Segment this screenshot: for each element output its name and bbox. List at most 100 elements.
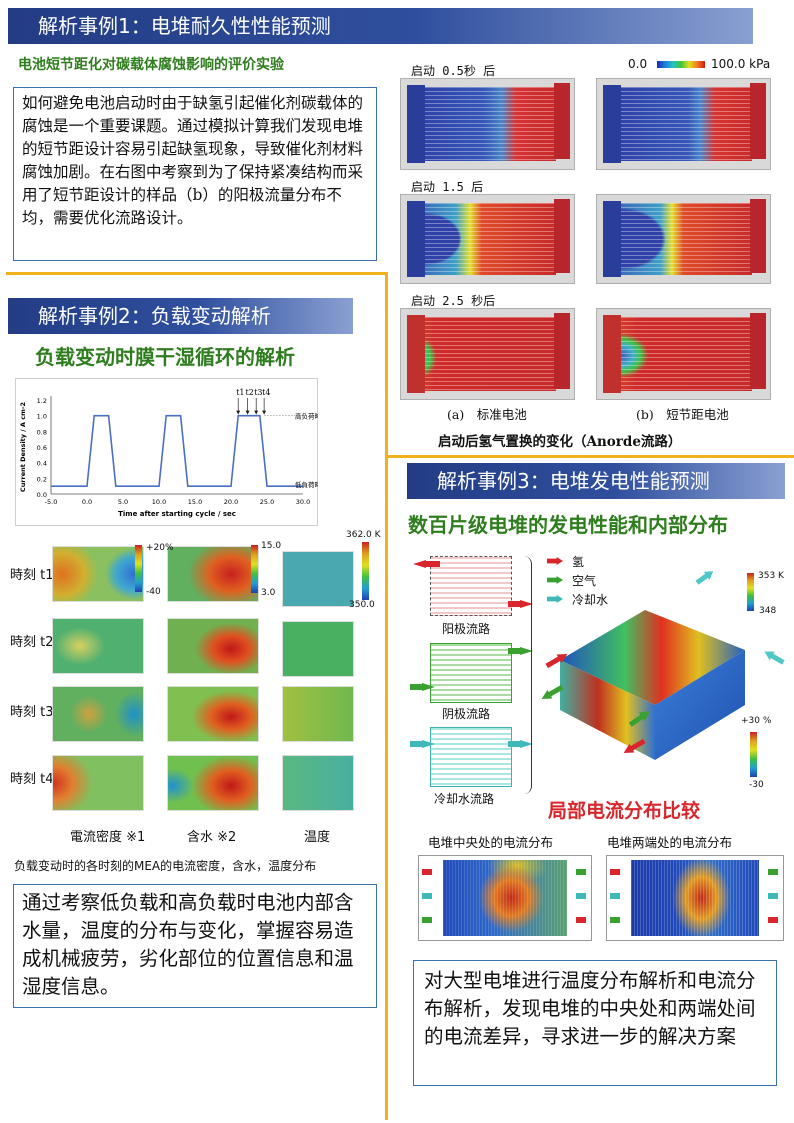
case2-row-label-2: 時刻 t2 — [10, 635, 54, 650]
case2-col-label-water: 含水 ※2 — [187, 830, 237, 845]
case3-ends-label: 电堆两端处的电流分布 — [607, 835, 733, 850]
stack-top-face — [560, 610, 745, 705]
case2-cbar2-min: 3.0 — [261, 588, 276, 598]
air-legend-label: 空气 — [572, 574, 597, 588]
case2-row-label-4: 時刻 t4 — [10, 772, 54, 787]
chart-marker-label: t2 — [246, 388, 254, 397]
case3-center-label: 电堆中央处的电流分布 — [428, 835, 554, 850]
case3-subtitle: 数百片级电堆的发电性能和内部分布 — [408, 513, 728, 537]
chart-x-tick-label: 10.0 — [152, 498, 166, 506]
case2-col-label-current: 電流密度 ※1 — [70, 830, 146, 845]
case3-compare-title: 局部电流分布比较 — [548, 800, 701, 822]
case1-time-label-1: 启动 0.5秒 后 — [411, 64, 496, 78]
case3-current-cbar-min: -30 — [749, 780, 764, 790]
chart-y-tick-label: 0.8 — [37, 428, 47, 436]
case1-cbar-min: 0.0 — [628, 57, 648, 71]
case1-sim-a-t3 — [400, 308, 575, 400]
chart-y-tick-label: 0.0 — [37, 491, 47, 499]
case1-time-label-2: 启动 1.5 后 — [411, 180, 484, 194]
hydrogen-in-arrow — [413, 560, 426, 568]
chart-y-tick-label: 1.2 — [37, 397, 47, 405]
chart-y-tick-label: 0.4 — [37, 460, 47, 468]
divider-horizontal-right — [385, 455, 794, 458]
stack-arrow-coolant-side — [762, 647, 786, 667]
case2-cbar3-min: 350.0 — [349, 600, 375, 610]
chart-marker-head — [236, 410, 241, 415]
case2-chart: 0.00.20.40.60.81.01.2-5.0 0.0 5.0 10.0 15.0 2… — [19, 388, 318, 518]
chart-x-tick-label: 20.0 — [224, 498, 238, 506]
case2-cbar3 — [362, 542, 369, 600]
chart-x-tick-label: 25.0 — [260, 498, 274, 506]
chart-x-label: Time after starting cycle / sec — [118, 510, 236, 518]
case2-map-temp-t1 — [282, 551, 354, 607]
case2-row-label-1: 時刻 t1 — [10, 568, 54, 583]
case3-temp-cbar-max: 353 K — [758, 571, 784, 581]
chart-marker-head — [254, 410, 259, 415]
coolant-out-arrow-body — [508, 741, 520, 747]
chart-x-tick-label: 15.0 — [188, 498, 202, 506]
case2-cbar3-max: 362.0 K — [346, 530, 381, 540]
case1-paragraph: 如何避免电池启动时由于缺氢引起催化剂碳载体的腐蚀是一个重要课题。通过模拟计算我们… — [22, 94, 364, 227]
stack-arrow-coolant-top — [694, 567, 716, 587]
chart-marker-head — [245, 410, 250, 415]
case1-cbar-max: 100.0 kPa — [711, 57, 771, 71]
air-out-arrow-body — [508, 648, 520, 654]
coolant-in-arrow-body — [410, 741, 422, 747]
coolant-flow-label: 冷却水流路 — [434, 792, 495, 806]
case2-cbar1-min: -40 — [146, 587, 161, 597]
chart-y-tick-label: 1.0 — [37, 413, 47, 421]
cathode-flow-diagram — [430, 643, 512, 703]
chart-y-tick-label: 0.6 — [37, 444, 47, 452]
stack-side-face — [655, 650, 745, 760]
case2-col-label-temp: 温度 — [304, 830, 331, 845]
case2-map-current-t2 — [52, 618, 144, 674]
chart-y-tick-label: 0.2 — [37, 475, 47, 483]
case1-sim-a-t2 — [400, 194, 575, 284]
stack-front-face — [560, 660, 655, 760]
case2-caption: 负载变动时的各时刻的MEA的电流密度，含水，温度分布 — [14, 859, 317, 873]
case1-col-b-label: (b) 短节距电池 — [636, 407, 729, 422]
case2-cbar2 — [251, 545, 258, 593]
case2-banner: 解析事例2：负载变动解析 — [8, 298, 353, 334]
chart-marker-label: t4 — [262, 388, 270, 397]
air-legend-icon — [547, 576, 563, 584]
case2-chart-frame — [15, 378, 318, 526]
case1-banner-text: 解析事例1：电堆耐久性性能预测 — [38, 14, 331, 38]
hydrogen-in-arrow-body — [426, 561, 440, 567]
case1-colorbar — [657, 61, 705, 68]
hydrogen-legend-label: 氢 — [572, 555, 585, 569]
compare-arrows-ends — [610, 869, 778, 923]
case3-banner: 解析事例3：电堆发电性能预测 — [407, 463, 785, 499]
case2-map-water-t1 — [167, 546, 259, 602]
chart-marker-label: t1 — [236, 388, 244, 397]
case2-map-temp-t3 — [282, 686, 354, 742]
case3-textbox: 对大型电堆进行温度分布解析和电流分布解析，发现电堆的中央处和两端处间的电流差异，… — [413, 960, 777, 1086]
case2-paragraph: 通过考察低负载和高负载时电池内部含水量，温度的分布与变化，掌握容易造成机械疲劳，… — [22, 891, 354, 998]
chart-marker-label: t3 — [254, 388, 262, 397]
case2-map-temp-t4 — [282, 755, 354, 811]
anode-flow-diagram — [430, 556, 512, 616]
case2-map-water-t2 — [167, 618, 259, 674]
case3-center-current-map — [418, 855, 592, 941]
chart-y-label: Current Density / A cm-2 — [19, 402, 27, 492]
case1-time-label-3: 启动 2.5 秒后 — [411, 294, 496, 308]
case1-sim-b-t3 — [596, 308, 771, 400]
case3-temp-cbar — [747, 573, 754, 611]
case2-banner-text: 解析事例2：负载变动解析 — [38, 304, 271, 328]
case1-textbox: 如何避免电池启动时由于缺氢引起催化剂碳载体的腐蚀是一个重要课题。通过模拟计算我们… — [13, 87, 377, 261]
coolant-legend-label: 冷却水 — [572, 593, 609, 607]
bracket — [524, 556, 532, 794]
case1-caption: 启动后氢气置换的变化（Anorde流路） — [438, 434, 682, 450]
chart-series-line — [51, 414, 303, 487]
chart-x-tick-label: 5.0 — [118, 498, 128, 506]
hydrogen-legend-icon — [547, 557, 563, 565]
case2-map-water-t4 — [167, 755, 259, 811]
chart-x-tick-label: 0.0 — [82, 498, 92, 506]
divider-horizontal-top — [6, 272, 386, 275]
chart-x-tick-label: -5.0 — [45, 498, 58, 506]
compare-arrows-center — [422, 869, 586, 923]
chart-x-tick-label: 30.0 — [296, 498, 310, 506]
hydrogen-out-arrow — [520, 600, 533, 608]
case1-subtitle: 电池短节距化对碳载体腐蚀影响的评价实验 — [18, 57, 284, 73]
chart-high-load-label: 高负荷時 — [295, 412, 318, 421]
